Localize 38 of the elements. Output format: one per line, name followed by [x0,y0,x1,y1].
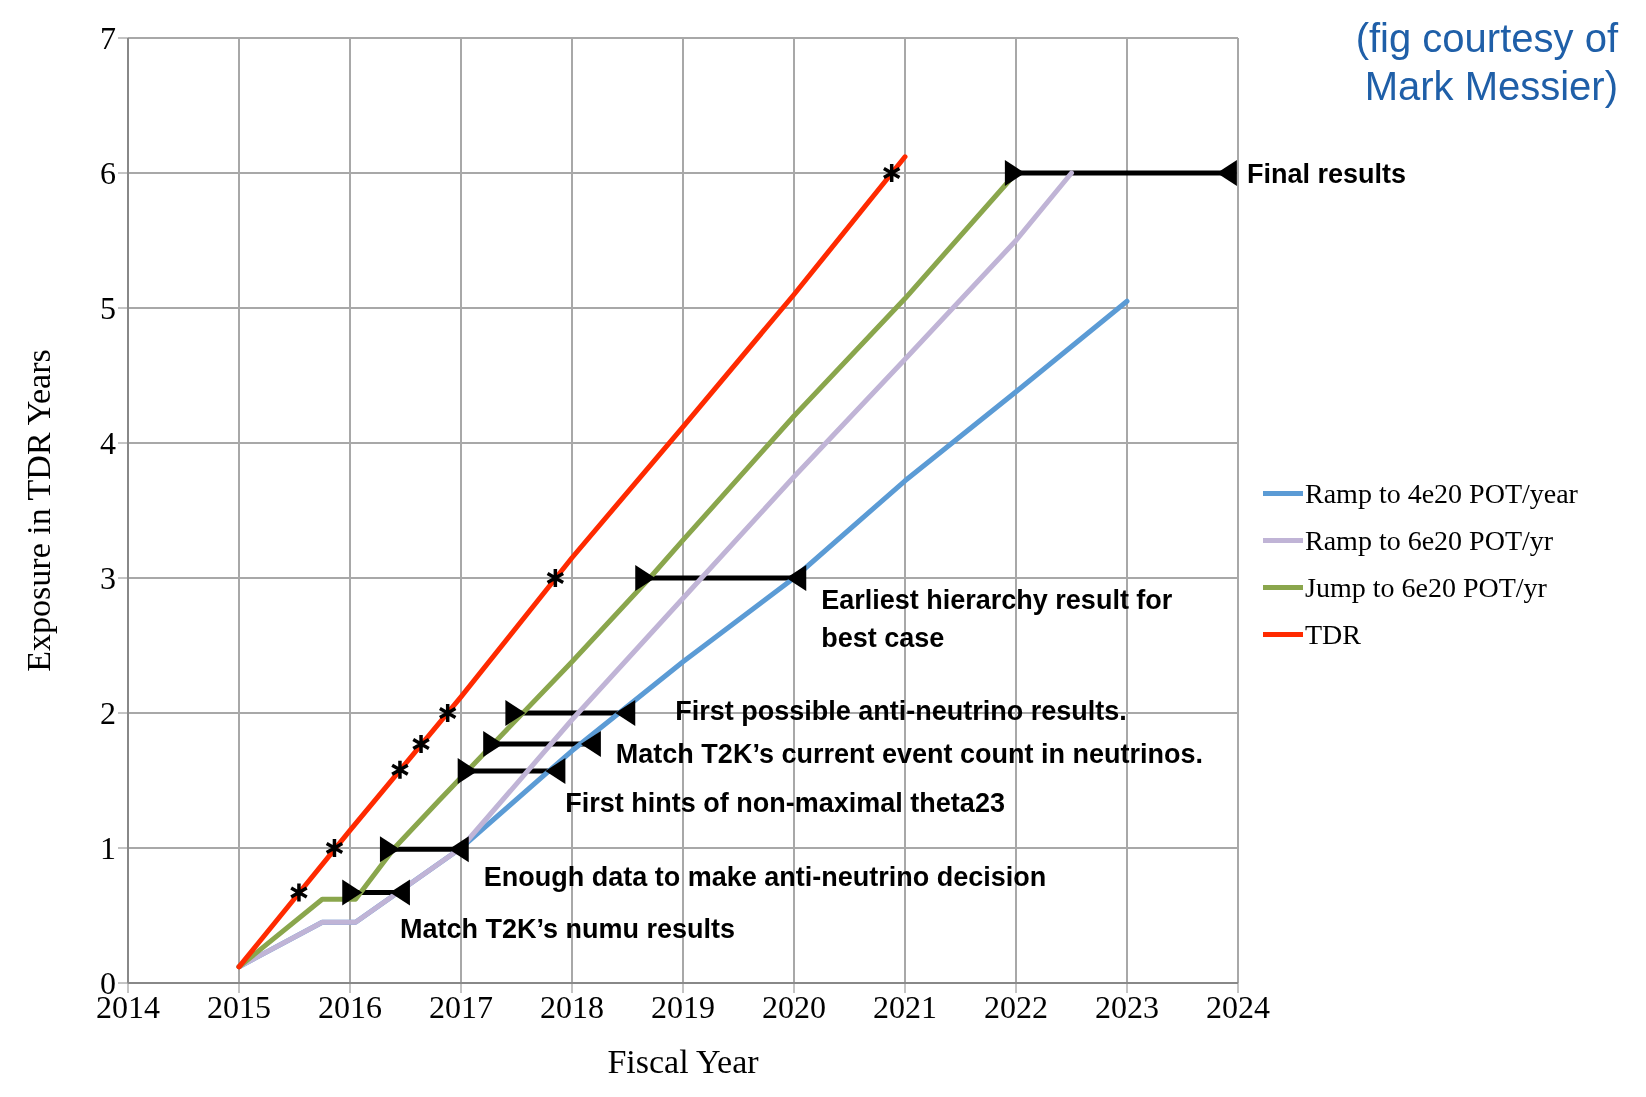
point [438,702,458,724]
y-tick-label: 3 [100,560,116,597]
point [324,837,344,859]
point [289,881,309,904]
annotation: First possible anti-neutrino results. [675,696,1127,727]
annotation: Final results [1246,159,1406,190]
point [882,162,902,184]
y-tick-label: 6 [100,155,116,192]
text: (fig courtesy of Mark Messier) [1354,15,1618,110]
annotation: Earliest hierarchy result for best case [821,585,1173,654]
legend-label: Ramp to 6e20 POT/yr [1305,524,1554,557]
annotation: Match T2K’s numu results [399,913,736,944]
point [411,733,431,755]
x-tick-label: 2018 [540,988,604,1025]
y-tick-label: 5 [100,290,116,327]
x-tick-label: 2019 [651,988,715,1025]
legend-label: Ramp to 4e20 POT/year [1305,477,1578,510]
annotation: First hints of non-maximal theta23 [565,788,1005,819]
legend-label: TDR [1305,618,1361,651]
point [545,567,565,589]
x-tick-label: 2017 [429,988,493,1025]
x-axis-title: Fiscal Year [607,1043,760,1080]
legend-label: Jump to 6e20 POT/yr [1305,571,1547,604]
annotation: Match T2K’s current event count in neutrinos. [615,739,1203,770]
annotation: Enough data to make anti-neutrino decision [483,862,1047,893]
y-tick-label: 2 [100,695,116,732]
x-tick-label: 2016 [318,988,382,1025]
point [390,758,410,781]
y-tick-label: 4 [100,425,116,462]
y-tick-label: 1 [100,830,116,867]
x-tick-label: 2020 [762,988,826,1025]
x-tick-label: 2024 [1206,988,1270,1025]
y-tick-label: 7 [100,20,116,57]
x-tick-label: 2021 [873,988,937,1025]
x-tick-label: 2022 [984,988,1048,1025]
x-tick-label: 2015 [207,988,271,1025]
y-axis-title: Exposure in TDR Years [20,349,58,672]
x-tick-label: 2023 [1095,988,1159,1025]
